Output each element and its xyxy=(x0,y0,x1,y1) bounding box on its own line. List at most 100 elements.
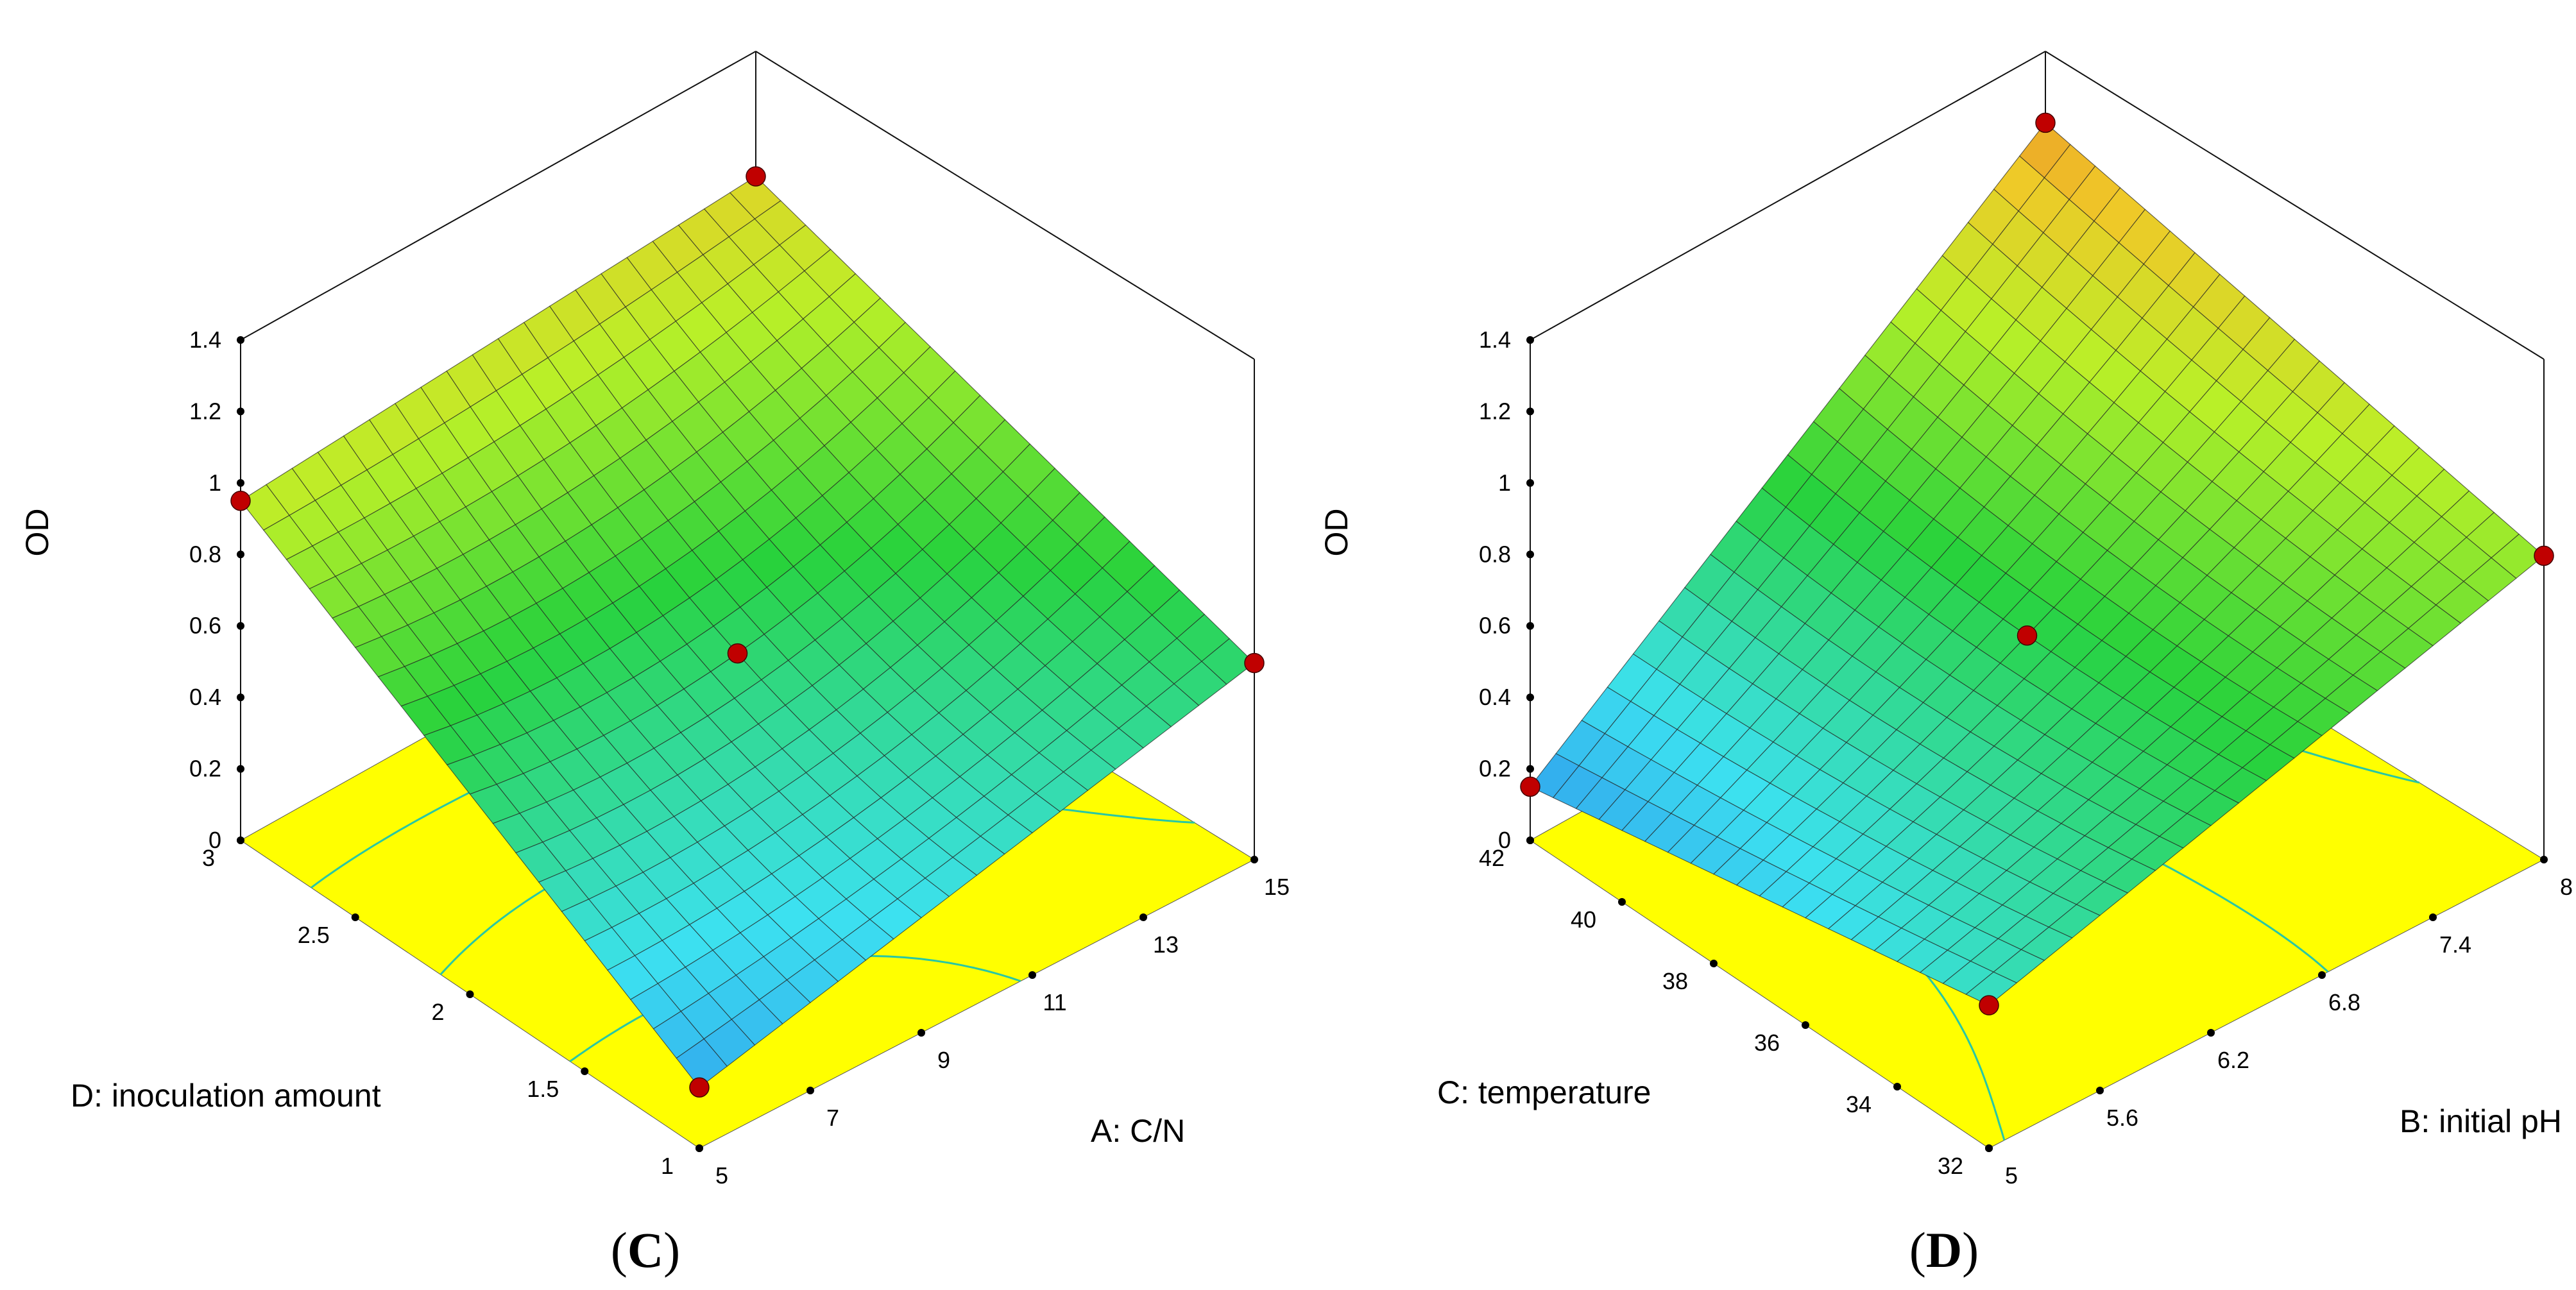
y-tick-mark xyxy=(1526,836,1534,844)
y-tick-label: 36 xyxy=(1754,1030,1780,1056)
y-tick-mark xyxy=(1710,960,1718,967)
y-tick-label: 2.5 xyxy=(298,922,330,948)
z-tick-label: 1 xyxy=(209,470,221,496)
box-edge-4 xyxy=(1530,51,2046,341)
z-tick-label: 0.6 xyxy=(1479,613,1511,639)
z-tick-label: 1.2 xyxy=(1479,398,1511,424)
design-point xyxy=(230,490,251,511)
z-axis-label: OD xyxy=(1318,509,1354,557)
surface-mesh xyxy=(240,176,1255,1089)
y-tick-mark xyxy=(1802,1021,1809,1029)
x-tick-label: 13 xyxy=(1153,931,1179,958)
design-point xyxy=(2017,625,2038,646)
surface-plot-c: 0 0.2 0.4 0.6 0.8 1 1.2 1.4 5 7 9 11 13 15 1 1.5 2 2.5 3 OD… xyxy=(19,51,1290,1189)
z-axis-label: OD xyxy=(19,509,55,557)
y-tick-label: 2 xyxy=(431,999,444,1025)
x-tick-label: 5 xyxy=(2005,1162,2018,1189)
z-tick-mark xyxy=(237,336,244,344)
x-tick-mark xyxy=(1250,856,1258,863)
x-tick-label: 9 xyxy=(937,1047,950,1073)
z-tick-label: 0.4 xyxy=(189,684,221,710)
x-tick-mark xyxy=(2540,856,2548,863)
design-point xyxy=(746,166,766,187)
design-point xyxy=(689,1077,710,1098)
z-tick-mark xyxy=(237,693,244,702)
x-tick-mark xyxy=(2207,1029,2215,1037)
design-point xyxy=(2035,112,2056,133)
z-tick-mark xyxy=(237,407,244,416)
design-point xyxy=(2534,545,2554,566)
x-axis-label: A: C/N xyxy=(1091,1113,1185,1149)
y-tick-label: 42 xyxy=(1479,845,1505,871)
design-point xyxy=(1520,776,1540,797)
z-tick-label: 1 xyxy=(1498,470,1511,496)
x-tick-label: 5 xyxy=(715,1162,728,1189)
z-tick-mark xyxy=(1526,693,1534,702)
z-tick-label: 0 xyxy=(1498,827,1511,853)
z-tick-mark xyxy=(1526,407,1534,416)
z-tick-label: 0 xyxy=(209,827,221,853)
y-tick-mark xyxy=(1985,1144,1993,1152)
z-tick-label: 0.8 xyxy=(189,541,221,567)
x-tick-label: 8 xyxy=(2560,874,2573,900)
y-axis-label: D: inoculation amount xyxy=(71,1078,381,1114)
z-tick-mark xyxy=(1526,765,1534,773)
surface-cell xyxy=(1201,638,1255,685)
z-tick-mark xyxy=(1526,622,1534,630)
x-tick-label: 7.4 xyxy=(2439,931,2471,958)
z-tick-mark xyxy=(237,550,244,559)
y-tick-mark xyxy=(351,913,359,921)
x-tick-mark xyxy=(1139,913,1147,921)
caption-d: (D) xyxy=(1909,1222,1979,1278)
x-tick-label: 5.6 xyxy=(2106,1105,2138,1131)
z-tick-label: 1.4 xyxy=(1479,327,1511,353)
surface-plot-d: 0 0.2 0.4 0.6 0.8 1 1.2 1.4 5 5.6 6.2 6.8 7.4 8 32 34 36… xyxy=(1318,51,2573,1189)
z-tick-mark xyxy=(1526,550,1534,559)
surface-mesh xyxy=(1530,122,2545,1006)
y-tick-label: 34 xyxy=(1846,1091,1872,1117)
y-tick-mark xyxy=(237,836,244,844)
x-tick-label: 15 xyxy=(1264,874,1290,900)
y-tick-label: 32 xyxy=(1938,1153,1963,1179)
x-tick-mark xyxy=(917,1029,925,1037)
caption-c: (C) xyxy=(611,1222,680,1278)
x-tick-label: 11 xyxy=(1043,989,1066,1015)
z-tick-label: 0.2 xyxy=(1479,756,1511,782)
design-point xyxy=(1979,995,1999,1015)
z-tick-mark xyxy=(237,479,244,487)
box-edge-4 xyxy=(240,51,756,341)
z-tick-label: 0.6 xyxy=(189,613,221,639)
y-tick-mark xyxy=(695,1144,703,1152)
z-tick-label: 0.4 xyxy=(1479,684,1511,710)
y-axis-label: C: temperature xyxy=(1437,1074,1651,1110)
box-edge-5 xyxy=(2045,51,2545,360)
y-tick-mark xyxy=(1893,1083,1901,1091)
y-tick-label: 1 xyxy=(661,1153,674,1179)
y-tick-mark xyxy=(466,990,474,998)
z-tick-mark xyxy=(1526,336,1534,344)
x-tick-label: 7 xyxy=(826,1105,839,1131)
design-point xyxy=(727,643,748,664)
design-point xyxy=(1244,652,1265,674)
x-axis-label: B: initial pH xyxy=(2400,1103,2562,1139)
y-tick-label: 1.5 xyxy=(527,1076,559,1102)
x-tick-mark xyxy=(806,1087,814,1094)
x-tick-mark xyxy=(1028,971,1036,979)
z-tick-label: 1.4 xyxy=(189,327,221,353)
surface-cell xyxy=(2491,533,2545,579)
z-tick-mark xyxy=(237,622,244,630)
x-tick-mark xyxy=(2096,1087,2104,1094)
x-tick-label: 6.2 xyxy=(2217,1047,2249,1073)
z-tick-mark xyxy=(1526,479,1534,487)
z-tick-mark xyxy=(237,765,244,773)
x-tick-mark xyxy=(2429,913,2437,921)
y-tick-label: 40 xyxy=(1571,906,1596,933)
z-tick-label: 1.2 xyxy=(189,398,221,424)
y-tick-mark xyxy=(1618,898,1626,906)
z-tick-label: 0.8 xyxy=(1479,541,1511,567)
y-tick-label: 38 xyxy=(1662,968,1688,994)
box-edge-5 xyxy=(755,51,1255,360)
y-tick-mark xyxy=(581,1067,589,1075)
y-tick-label: 3 xyxy=(202,845,215,871)
